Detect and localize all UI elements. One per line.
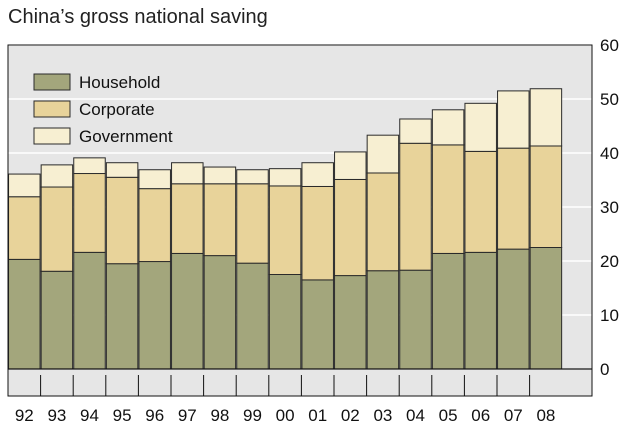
- x-tick-label: 02: [341, 406, 360, 425]
- bar-government-97: [171, 162, 204, 185]
- bar-corporate-05: [431, 144, 465, 254]
- x-tick-label: 94: [80, 406, 99, 425]
- y-axis-ticks: 0 10 20 30 40 50 60: [600, 36, 619, 379]
- x-tick-label: 92: [15, 406, 34, 425]
- bar-government-00: [268, 168, 302, 187]
- bar-household-96: [138, 261, 171, 370]
- bar-corporate-93: [40, 186, 74, 272]
- legend-label-government: Government: [79, 127, 173, 146]
- bar-corporate-06: [464, 150, 497, 253]
- bar-household-99: [236, 262, 269, 370]
- bars: [8, 88, 563, 370]
- bar-government-07: [497, 90, 530, 149]
- bar-government-04: [399, 118, 432, 144]
- bar-household-01: [301, 279, 334, 370]
- legend-swatch-corporate: [33, 100, 71, 118]
- bar-government-08: [529, 88, 563, 147]
- chart-title: China’s gross national saving: [8, 6, 268, 28]
- bar-corporate-96: [138, 188, 171, 263]
- bar-household-94: [73, 251, 106, 370]
- y-tick-label: 40: [600, 144, 619, 163]
- bar-corporate-95: [105, 176, 139, 265]
- bar-government-03: [366, 134, 400, 174]
- bar-household-98: [203, 255, 237, 370]
- bar-corporate-04: [399, 142, 432, 271]
- axes: [7, 44, 593, 397]
- bar-corporate-98: [203, 183, 237, 257]
- bar-government-99: [236, 169, 269, 185]
- bar-government-02: [334, 151, 367, 180]
- x-tick-label: 04: [406, 406, 425, 425]
- bar-government-94: [73, 157, 106, 175]
- x-tick-label: 97: [178, 406, 197, 425]
- bar-government-06: [464, 102, 497, 152]
- bar-household-95: [105, 263, 139, 370]
- x-tick-label: 07: [504, 406, 523, 425]
- bar-government-05: [431, 109, 465, 146]
- bar-corporate-07: [497, 147, 530, 250]
- legend: Household Corporate Government: [33, 73, 173, 146]
- bar-household-06: [464, 251, 497, 370]
- x-tick-label: 00: [276, 406, 295, 425]
- y-tick-label: 30: [600, 198, 619, 217]
- bar-government-96: [138, 169, 171, 190]
- bar-corporate-08: [529, 145, 563, 248]
- x-tick-label: 08: [536, 406, 555, 425]
- x-tick-label: 01: [308, 406, 327, 425]
- bar-household-08: [529, 247, 563, 370]
- bar-corporate-97: [171, 183, 204, 254]
- y-tick-label: 10: [600, 306, 619, 325]
- bar-household-04: [399, 269, 432, 370]
- x-axis-ticks: 92 93 94 95 96 97 98 99 00 01 02 03 04 05 06 07 08: [15, 406, 556, 425]
- x-tick-label: 95: [113, 406, 132, 425]
- bar-corporate-94: [73, 173, 106, 253]
- bar-government-93: [40, 164, 74, 188]
- bar-household-00: [268, 274, 302, 370]
- bar-household-92: [8, 258, 41, 370]
- bar-corporate-00: [268, 185, 302, 275]
- x-tick-label: 99: [243, 406, 262, 425]
- bar-household-07: [497, 248, 530, 370]
- bar-household-05: [431, 252, 465, 370]
- bar-corporate-99: [236, 183, 269, 264]
- x-tick-label: 06: [471, 406, 490, 425]
- bar-corporate-03: [366, 172, 400, 272]
- bar-corporate-01: [301, 185, 334, 281]
- legend-label-corporate: Corporate: [79, 100, 155, 119]
- y-tick-label: 0: [600, 360, 609, 379]
- bar-household-93: [40, 270, 74, 370]
- x-tick-label: 03: [373, 406, 392, 425]
- y-tick-label: 50: [600, 90, 619, 109]
- x-tick-label: 98: [210, 406, 229, 425]
- legend-swatch-government: [33, 127, 71, 145]
- x-tick-label: 93: [47, 406, 66, 425]
- x-tick-label: 96: [145, 406, 164, 425]
- bar-household-03: [366, 270, 400, 370]
- y-tick-label: 60: [600, 36, 619, 55]
- bar-household-97: [171, 252, 204, 370]
- plot-frame: [7, 44, 593, 397]
- bar-government-01: [301, 162, 334, 187]
- bar-corporate-02: [334, 178, 367, 277]
- x-tick-label: 05: [439, 406, 458, 425]
- legend-swatch-household: [33, 73, 71, 91]
- legend-label-household: Household: [79, 73, 160, 92]
- bar-government-92: [8, 173, 41, 198]
- bar-corporate-92: [8, 196, 41, 260]
- bar-government-98: [203, 166, 237, 185]
- bar-household-02: [334, 275, 367, 370]
- y-tick-label: 20: [600, 252, 619, 271]
- bar-government-95: [105, 162, 139, 178]
